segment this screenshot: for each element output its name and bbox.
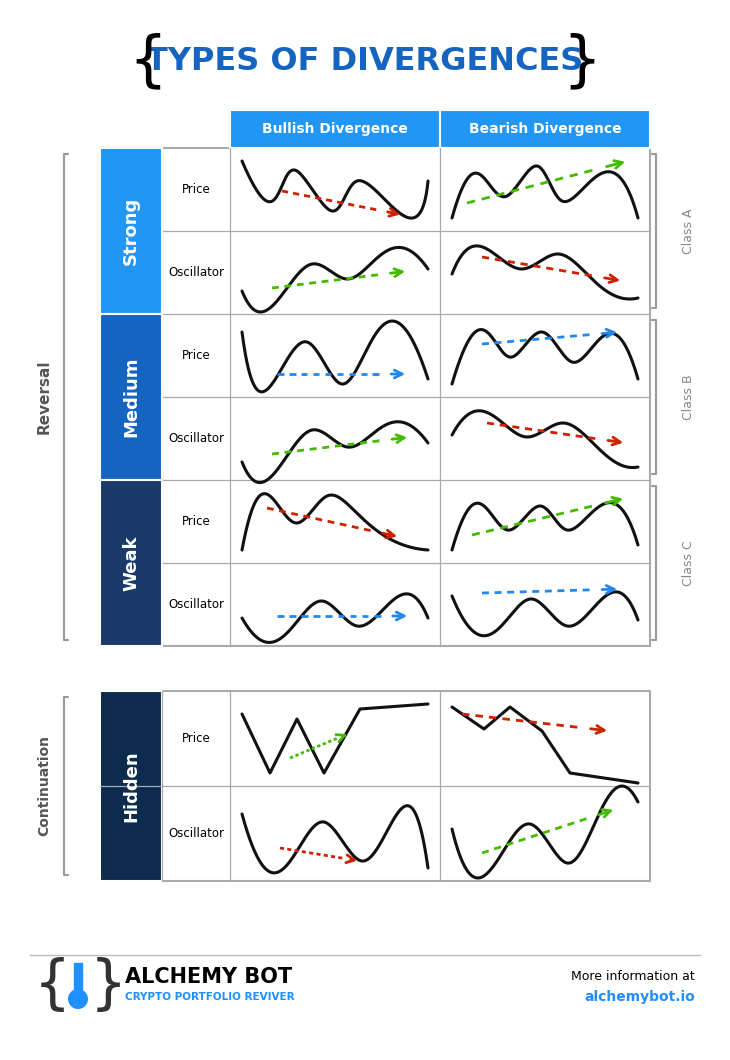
Circle shape	[68, 989, 88, 1009]
Text: Class C: Class C	[682, 541, 694, 586]
Bar	[230, 110, 440, 148]
Text: Oscillator: Oscillator	[168, 266, 224, 279]
Text: Bullish Divergence: Bullish Divergence	[262, 122, 408, 136]
Text: CRYPTO PORTFOLIO REVIVER: CRYPTO PORTFOLIO REVIVER	[125, 992, 295, 1002]
Text: More information at: More information at	[572, 971, 695, 984]
Bar	[74, 962, 82, 993]
Text: alchemybot.io: alchemybot.io	[584, 990, 695, 1004]
Text: }: }	[563, 33, 602, 91]
Bar	[100, 148, 162, 314]
Text: Strong: Strong	[122, 197, 140, 265]
Text: Class A: Class A	[682, 208, 694, 253]
Text: Price: Price	[182, 732, 210, 745]
Text: Bearish Divergence: Bearish Divergence	[469, 122, 621, 136]
Text: Price: Price	[182, 349, 210, 363]
Text: Medium: Medium	[122, 357, 140, 437]
Text: TYPES OF DIVERGENCES: TYPES OF DIVERGENCES	[147, 47, 583, 77]
Bar	[100, 314, 162, 480]
Text: Hidden: Hidden	[122, 750, 140, 822]
Bar	[440, 110, 650, 148]
Text: }: }	[90, 956, 126, 1013]
Text: {: {	[34, 956, 71, 1013]
Text: ALCHEMY BOT: ALCHEMY BOT	[125, 967, 292, 987]
Bar	[100, 148, 650, 646]
Text: Price: Price	[182, 515, 210, 528]
Text: {: {	[128, 33, 167, 91]
Bar	[100, 480, 162, 646]
Bar	[100, 691, 650, 881]
Text: Reversal: Reversal	[36, 359, 52, 435]
Text: Oscillator: Oscillator	[168, 598, 224, 611]
Text: Oscillator: Oscillator	[168, 432, 224, 445]
Bar	[100, 691, 162, 881]
Text: Weak: Weak	[122, 535, 140, 590]
Text: Class B: Class B	[682, 374, 694, 420]
Text: Price: Price	[182, 183, 210, 196]
Text: Oscillator: Oscillator	[168, 827, 224, 840]
Text: Continuation: Continuation	[37, 736, 51, 836]
